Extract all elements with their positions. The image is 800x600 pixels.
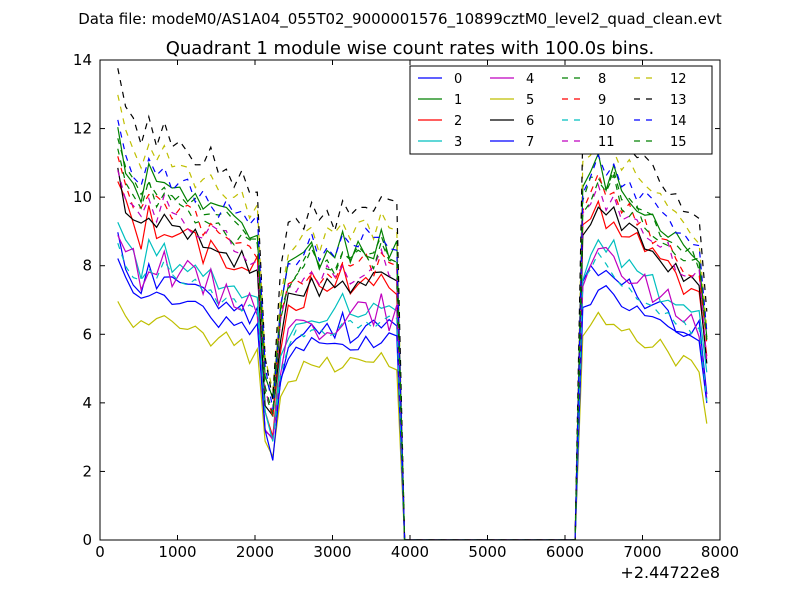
series-line-6 — [117, 167, 708, 540]
series-line-2 — [117, 181, 708, 540]
y-tick-label: 4 — [82, 394, 92, 412]
legend-label-8: 8 — [598, 72, 606, 87]
legend-label-6: 6 — [526, 114, 534, 129]
series-line-10 — [117, 243, 708, 540]
x-tick-label: 2000 — [236, 543, 274, 561]
x-tick-label: 1000 — [158, 543, 196, 561]
chart-title: Quadrant 1 module wise count rates with … — [166, 38, 655, 59]
series-line-14 — [117, 119, 708, 540]
series-line-4 — [117, 234, 708, 540]
y-tick-label: 10 — [73, 188, 92, 206]
legend-label-12: 12 — [670, 72, 687, 87]
legend-label-10: 10 — [598, 114, 615, 129]
y-tick-label: 6 — [82, 325, 92, 343]
legend-label-1: 1 — [454, 93, 462, 108]
x-tick-label: 8000 — [701, 543, 739, 561]
legend-label-7: 7 — [526, 135, 534, 150]
y-tick-label: 0 — [82, 531, 92, 549]
legend-box — [409, 65, 713, 155]
series-line-0 — [117, 232, 708, 540]
x-tick-label: 6000 — [546, 543, 584, 561]
series-line-7 — [117, 258, 708, 540]
series-line-11 — [117, 170, 708, 540]
series-line-1 — [117, 127, 708, 540]
series-line-5 — [117, 301, 708, 540]
series-line-8 — [117, 138, 708, 540]
y-tick-label: 12 — [73, 120, 92, 138]
legend-label-3: 3 — [454, 135, 462, 150]
legend-label-11: 11 — [598, 135, 615, 150]
suptitle: Data file: modeM0/AS1A04_055T02_90000015… — [78, 10, 722, 29]
series-layer — [117, 68, 708, 540]
y-tick-label: 2 — [82, 462, 92, 480]
x-tick-label: 7000 — [623, 543, 661, 561]
legend-label-14: 14 — [670, 114, 687, 129]
legend-label-13: 13 — [670, 93, 687, 108]
x-tick-label: 3000 — [313, 543, 351, 561]
x-tick-label: 4000 — [391, 543, 429, 561]
series-line-3 — [117, 222, 708, 540]
y-tick-label: 8 — [82, 257, 92, 275]
legend-label-4: 4 — [526, 72, 534, 87]
x-axis: 0 1000 2000 3000 4000 5000 6000 7000 8000 — [95, 60, 739, 561]
legend-label-9: 9 — [598, 93, 606, 108]
x-tick-label: 5000 — [468, 543, 506, 561]
series-line-15 — [117, 148, 708, 540]
legend-label-2: 2 — [454, 114, 462, 129]
legend-label-5: 5 — [526, 93, 534, 108]
series-line-12 — [117, 94, 708, 540]
x-tick-label: 0 — [95, 543, 105, 561]
legend-label-15: 15 — [670, 135, 687, 150]
x-offset-label: +2.44722e8 — [620, 563, 720, 582]
y-tick-label: 14 — [73, 51, 92, 69]
legend-label-0: 0 — [454, 72, 462, 87]
